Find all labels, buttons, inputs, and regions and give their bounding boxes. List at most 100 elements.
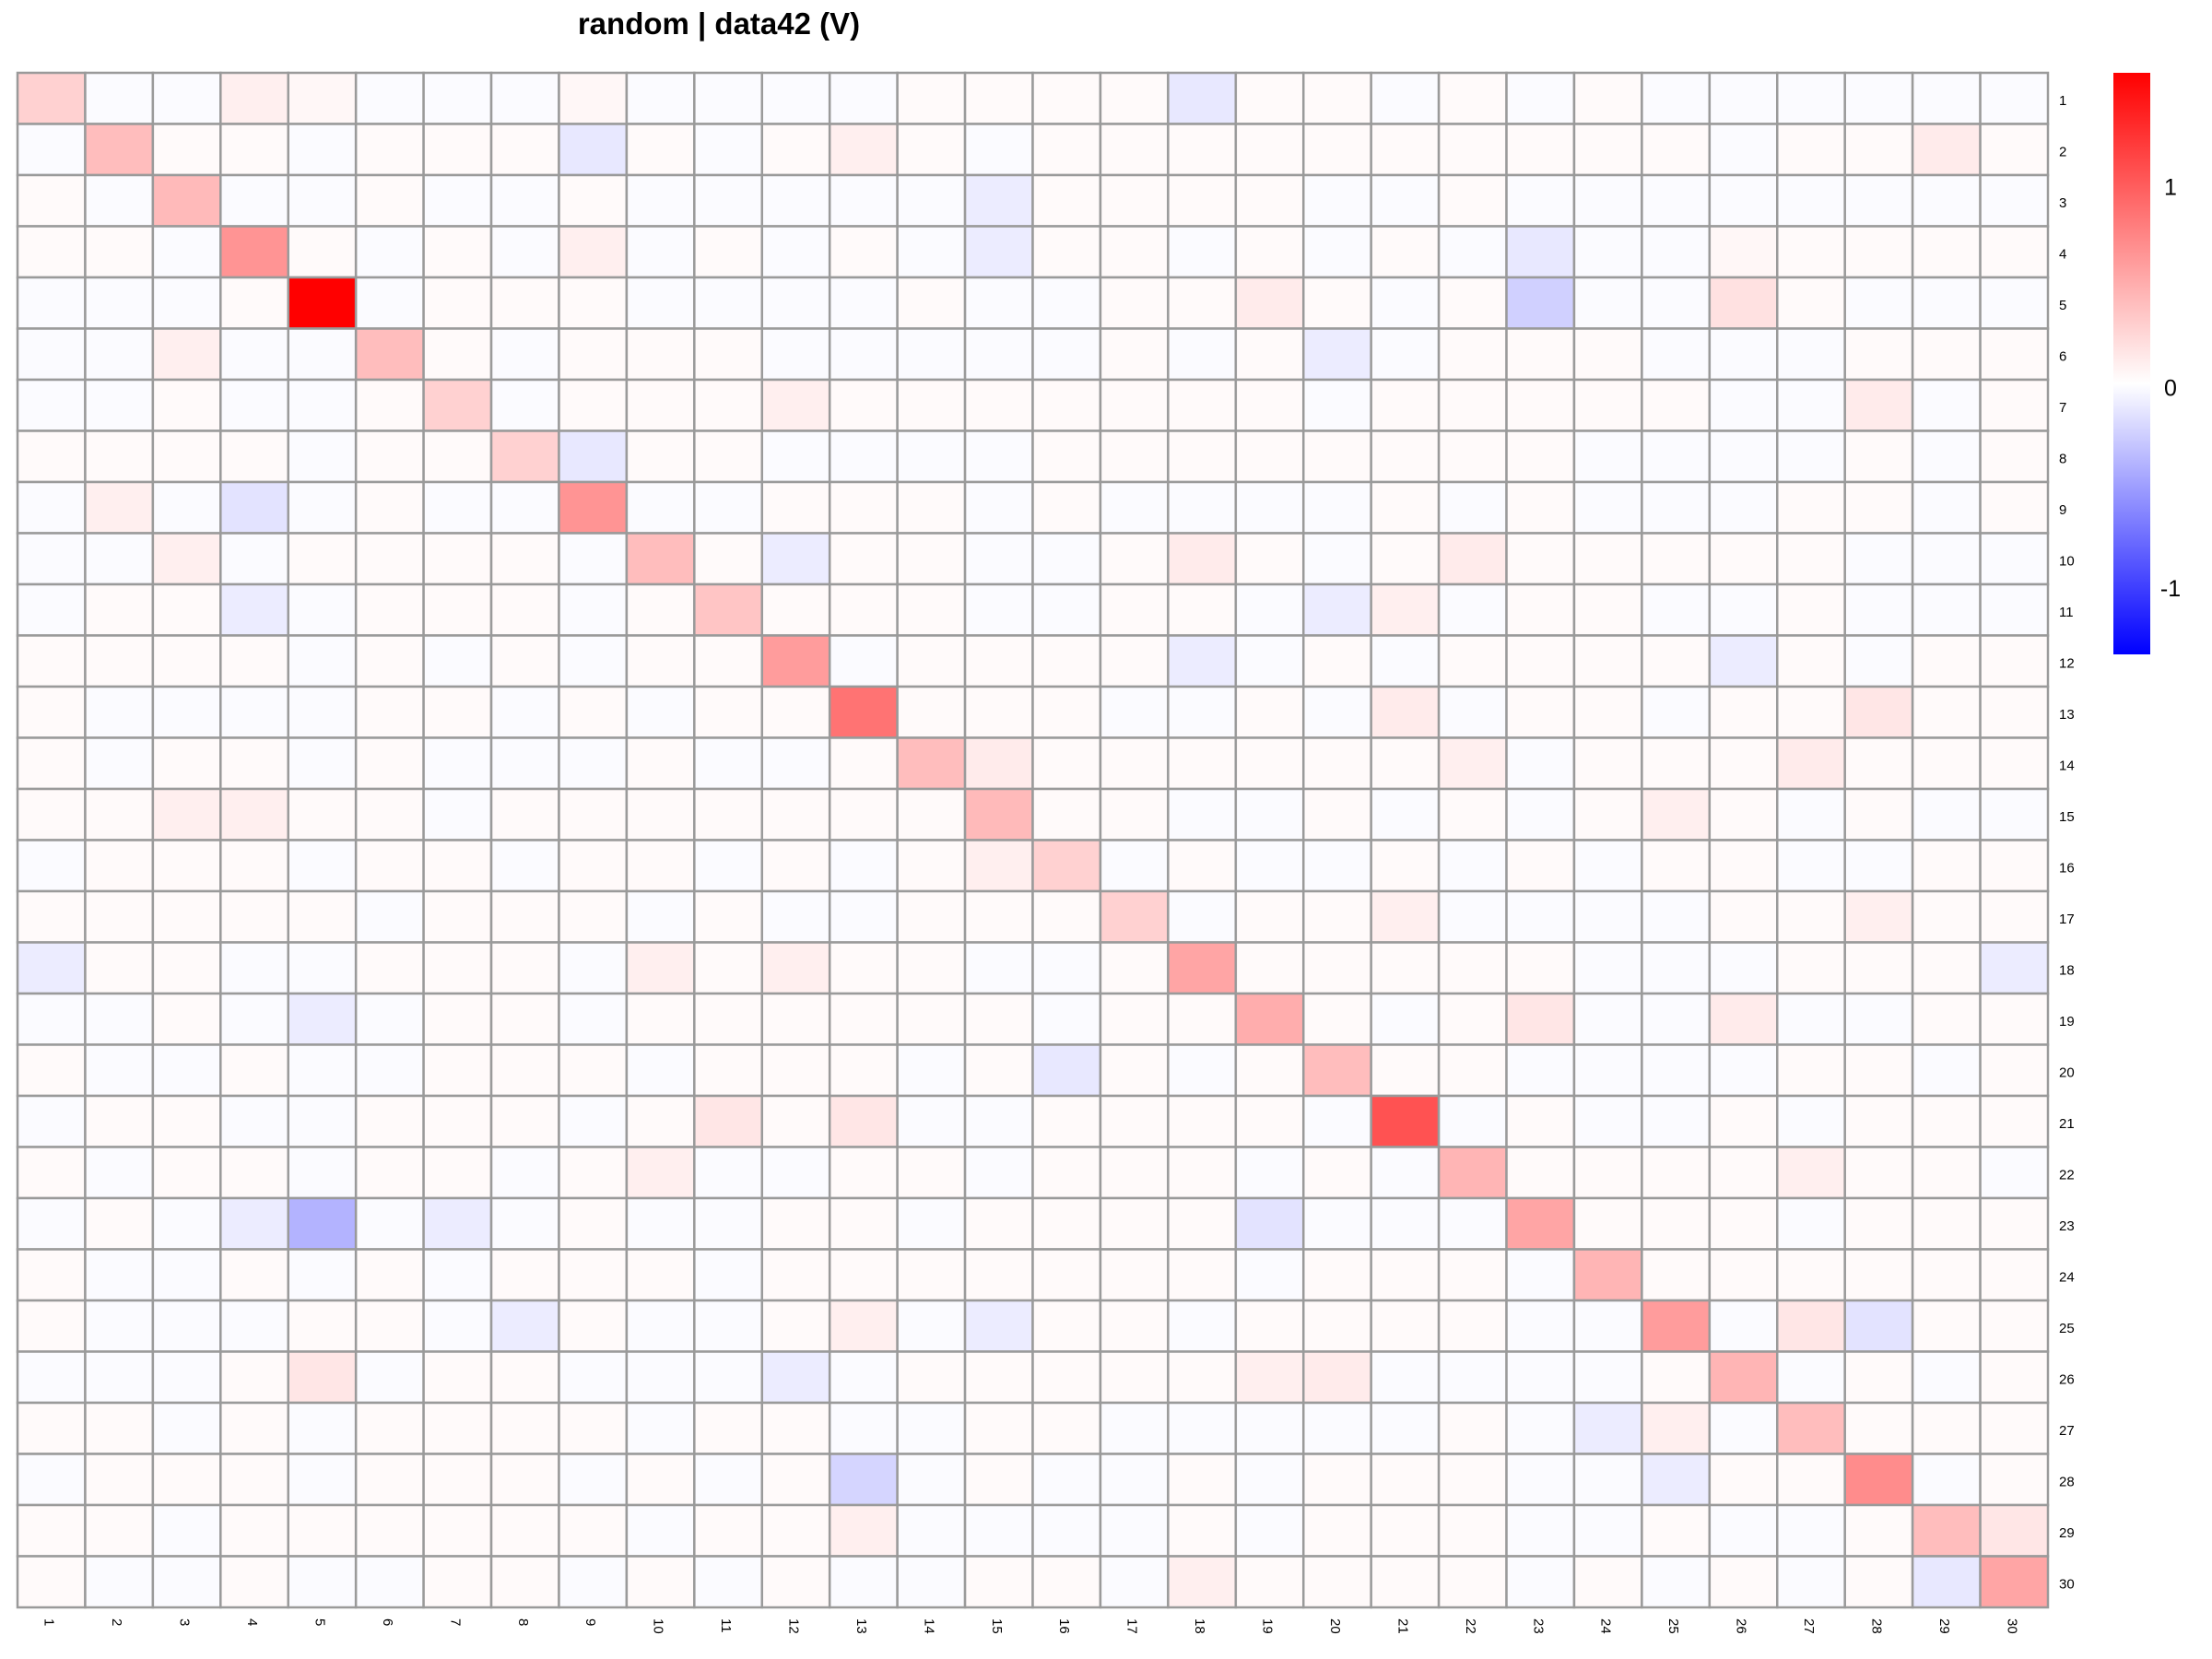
heatmap-cell-r12-c15	[963, 634, 1034, 688]
heatmap-cell-r15-c10	[625, 787, 696, 841]
heatmap-cell-r4-c25	[1641, 225, 1712, 279]
heatmap-cell-r15-c27	[1776, 787, 1846, 841]
heatmap-cell-r23-c5	[287, 1196, 358, 1251]
heatmap-cell-r29-c15	[963, 1503, 1034, 1558]
heatmap-cell-r2-c17	[1099, 123, 1170, 177]
heatmap-cell-r15-c22	[1437, 787, 1508, 841]
heatmap-cell-r17-c25	[1641, 889, 1712, 944]
heatmap-cell-r9-c24	[1572, 480, 1643, 535]
heatmap-cell-r7-c27	[1776, 378, 1846, 432]
heatmap-cell-r19-c29	[1911, 992, 1982, 1046]
heatmap-cell-r19-c14	[896, 992, 967, 1046]
heatmap-cell-r3-c28	[1843, 173, 1914, 228]
heatmap-cell-r7-c8	[489, 378, 560, 432]
heatmap-cell-r13-c16	[1031, 685, 1102, 739]
heatmap-cell-r11-c29	[1911, 582, 1982, 637]
heatmap-cell-r17-c1	[16, 889, 87, 944]
heatmap-cell-r24-c23	[1505, 1248, 1576, 1302]
heatmap-cell-r11-c17	[1099, 582, 1170, 637]
heatmap-cell-r22-c20	[1301, 1146, 1372, 1200]
heatmap-cell-r3-c23	[1505, 173, 1576, 228]
heatmap-cell-r21-c23	[1505, 1094, 1576, 1148]
heatmap-cell-r23-c15	[963, 1196, 1034, 1251]
heatmap-cell-r25-c21	[1370, 1299, 1441, 1353]
heatmap-cell-r16-c18	[1167, 839, 1238, 893]
heatmap-cell-r18-c13	[828, 941, 899, 995]
heatmap-cell-r10-c9	[558, 532, 629, 586]
heatmap-cell-r17-c17	[1099, 889, 1170, 944]
heatmap-cell-r22-c8	[489, 1146, 560, 1200]
heatmap-cell-r21-c5	[287, 1094, 358, 1148]
heatmap-cell-r22-c26	[1708, 1146, 1779, 1200]
heatmap-cell-r7-c15	[963, 378, 1034, 432]
column-label: 13	[853, 1618, 869, 1634]
heatmap-cell-r7-c19	[1234, 378, 1305, 432]
heatmap-cell-r20-c2	[84, 1043, 155, 1098]
heatmap-cell-r12-c7	[422, 634, 493, 688]
heatmap-cell-r8-c12	[760, 429, 831, 484]
heatmap-cell-r25-c7	[422, 1299, 493, 1353]
legend-tick-label: 1	[2164, 175, 2177, 201]
column-label: 29	[1936, 1618, 1952, 1634]
heatmap-cell-r24-c4	[219, 1248, 289, 1302]
heatmap-cell-r18-c7	[422, 941, 493, 995]
heatmap-cell-r14-c28	[1843, 736, 1914, 791]
heatmap-cell-r5-c14	[896, 276, 967, 330]
heatmap-cell-r18-c18	[1167, 941, 1238, 995]
row-label: 11	[2059, 605, 2074, 620]
heatmap-cell-r3-c22	[1437, 173, 1508, 228]
heatmap-cell-r27-c17	[1099, 1401, 1170, 1455]
heatmap-cell-r17-c30	[1979, 889, 2050, 944]
heatmap-cell-r25-c6	[354, 1299, 425, 1353]
heatmap-cell-r1-c10	[625, 71, 696, 125]
heatmap-cell-r1-c17	[1099, 71, 1170, 125]
heatmap-cell-r11-c3	[151, 582, 222, 637]
heatmap-cell-r20-c11	[693, 1043, 764, 1098]
heatmap-cell-r26-c14	[896, 1350, 967, 1405]
heatmap-cell-r10-c15	[963, 532, 1034, 586]
chart-title: random | data42 (V)	[577, 6, 861, 41]
heatmap-cell-r13-c26	[1708, 685, 1779, 739]
heatmap-cell-r27-c13	[828, 1401, 899, 1455]
heatmap-cell-r27-c11	[693, 1401, 764, 1455]
column-labels: 1 2 3 4 5 6 7 8 9 10 11 12 13 14 15 16 17 18 19 20 21 22 23 24 2…	[41, 1618, 2020, 1634]
heatmap-cell-r7-c2	[84, 378, 155, 432]
heatmap-cell-r28-c22	[1437, 1453, 1508, 1507]
heatmap-cell-r20-c6	[354, 1043, 425, 1098]
heatmap-cell-r28-c19	[1234, 1453, 1305, 1507]
heatmap-cell-r23-c2	[84, 1196, 155, 1251]
heatmap-cell-r21-c6	[354, 1094, 425, 1148]
heatmap-cell-r6-c22	[1437, 327, 1508, 382]
heatmap-cell-r30-c16	[1031, 1555, 1102, 1609]
heatmap-cell-r21-c30	[1979, 1094, 2050, 1148]
heatmap-cell-r16-c19	[1234, 839, 1305, 893]
heatmap-cell-r25-c4	[219, 1299, 289, 1353]
heatmap-cell-r20-c28	[1843, 1043, 1914, 1098]
heatmap-cell-r28-c1	[16, 1453, 87, 1507]
heatmap-cell-r21-c16	[1031, 1094, 1102, 1148]
heatmap-cell-r22-c14	[896, 1146, 967, 1200]
heatmap-cell-r3-c19	[1234, 173, 1305, 228]
heatmap-cell-r21-c3	[151, 1094, 222, 1148]
heatmap-cell-r16-c16	[1031, 839, 1102, 893]
heatmap-cell-r10-c8	[489, 532, 560, 586]
heatmap-cell-r26-c9	[558, 1350, 629, 1405]
heatmap-cell-r15-c13	[828, 787, 899, 841]
heatmap-cell-r8-c13	[828, 429, 899, 484]
heatmap-cell-r13-c7	[422, 685, 493, 739]
heatmap-cell-r23-c25	[1641, 1196, 1712, 1251]
heatmap-cell-r12-c19	[1234, 634, 1305, 688]
heatmap-cell-r23-c16	[1031, 1196, 1102, 1251]
heatmap-cell-r14-c12	[760, 736, 831, 791]
heatmap-cell-r12-c28	[1843, 634, 1914, 688]
heatmap-cell-r14-c10	[625, 736, 696, 791]
heatmap-cell-r15-c29	[1911, 787, 1982, 841]
heatmap-cell-r3-c2	[84, 173, 155, 228]
heatmap-cell-r1-c1	[16, 71, 87, 125]
heatmap-cell-r16-c23	[1505, 839, 1576, 893]
heatmap-cell-r28-c9	[558, 1453, 629, 1507]
heatmap-cell-r15-c7	[422, 787, 493, 841]
row-labels: 1234567891011121314151617181920212223242…	[2059, 93, 2075, 1593]
heatmap-cell-r29-c1	[16, 1503, 87, 1558]
